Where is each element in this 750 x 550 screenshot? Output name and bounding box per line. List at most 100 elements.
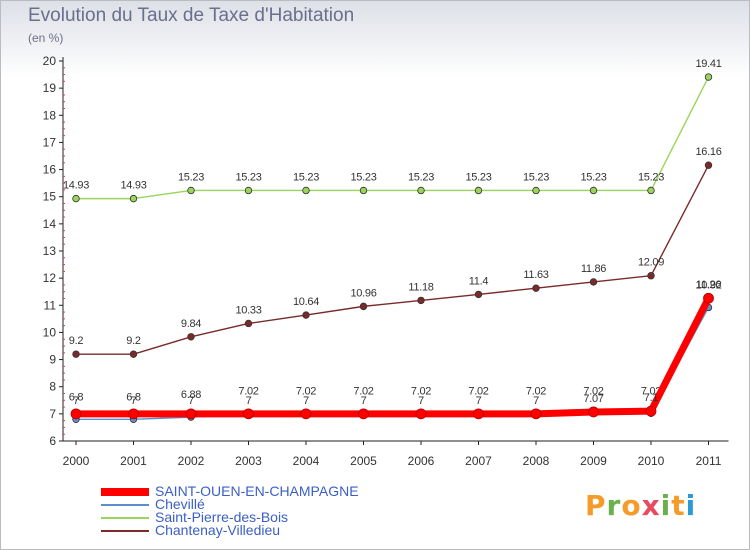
data-label: 15.23 (408, 171, 434, 183)
data-label: 15.23 (293, 171, 319, 183)
x-tick-label: 2004 (293, 454, 320, 468)
data-point (588, 406, 599, 418)
y-tick-label: 20 (43, 54, 57, 68)
data-label: 15.23 (178, 171, 204, 183)
data-label: 15.23 (350, 171, 376, 183)
y-tick-label: 13 (43, 244, 57, 258)
data-point (359, 186, 368, 195)
y-tick-label: 17 (43, 135, 57, 149)
data-point (417, 186, 425, 195)
data-label: 7 (188, 395, 194, 407)
series-line (75, 164, 710, 355)
data-point (530, 408, 542, 420)
x-tick-label: 2005 (350, 454, 377, 468)
x-tick-label: 2000 (63, 454, 90, 468)
data-label: 11.4 (469, 275, 489, 287)
data-point (532, 186, 540, 195)
data-point (129, 194, 138, 203)
legend-swatch (101, 516, 149, 519)
logo-letter: t (671, 489, 686, 522)
data-label: 7 (246, 395, 252, 407)
y-tick-label: 10 (43, 325, 57, 339)
y-tick-label: 14 (43, 217, 57, 231)
data-point (244, 186, 253, 195)
data-label: 19.41 (695, 58, 721, 70)
data-point (474, 290, 483, 299)
data-point (243, 408, 254, 420)
legend-label: Chantenay-Villedieu (155, 522, 281, 538)
x-tick-label: 2008 (523, 454, 550, 468)
y-tick-label: 6 (49, 434, 56, 448)
data-point (300, 408, 312, 420)
data-point (703, 292, 714, 304)
logo-letter: i (660, 489, 672, 522)
data-label: 12.09 (638, 257, 664, 269)
logo-letter: x (641, 489, 661, 522)
x-tick-label: 2009 (580, 454, 607, 468)
data-label: 6.8 (69, 391, 84, 403)
y-tick-label: 15 (43, 190, 57, 204)
data-label: 7.07 (583, 393, 603, 405)
data-label: 7 (303, 395, 309, 407)
data-label: 14.93 (63, 180, 89, 192)
data-point (473, 408, 484, 420)
data-point (417, 296, 425, 305)
data-point (589, 186, 598, 195)
x-tick-label: 2010 (638, 454, 665, 468)
data-point (185, 408, 197, 420)
data-label: 11.86 (581, 263, 606, 275)
data-label: 11.63 (523, 269, 548, 281)
logo-letter: P (585, 489, 607, 522)
data-point (474, 186, 483, 195)
data-label: 15.23 (465, 171, 491, 183)
y-tick-label: 11 (44, 298, 57, 312)
legend-label: Chevillé (155, 496, 205, 512)
legend-label: SAINT-OUEN-EN-CHAMPAGNE (155, 483, 359, 499)
data-point (244, 319, 253, 328)
data-label: 11.26 (696, 279, 721, 291)
data-point (704, 161, 713, 169)
data-label: 7.02 (353, 385, 373, 397)
x-tick-label: 2007 (465, 454, 492, 468)
data-label: 9.84 (181, 318, 201, 330)
y-tick-label: 9 (49, 353, 56, 367)
data-point (302, 311, 310, 319)
data-label: 7.02 (468, 385, 488, 397)
data-point (359, 302, 368, 311)
data-label: 7.02 (526, 385, 546, 397)
y-tick-label: 12 (43, 271, 57, 285)
data-label: 7 (476, 395, 482, 407)
y-tick-label: 8 (49, 380, 56, 394)
data-point (187, 333, 195, 341)
series-line (75, 76, 710, 200)
data-label: 7 (131, 395, 137, 407)
data-label: 10.64 (293, 296, 319, 308)
y-tick-label: 18 (43, 108, 57, 122)
data-label: 7 (418, 395, 424, 407)
y-tick-label: 19 (43, 81, 57, 95)
data-label: 6.88 (181, 389, 201, 401)
data-point (302, 186, 310, 195)
series-line (75, 306, 710, 420)
data-point (358, 408, 369, 420)
data-label: 7 (533, 395, 539, 407)
data-point (532, 284, 540, 292)
legend-swatch (101, 487, 149, 496)
data-label: 7.1 (644, 392, 659, 404)
data-point (187, 186, 195, 195)
series-line (72, 294, 712, 418)
data-label: 7.02 (296, 385, 316, 397)
data-label: 11.18 (408, 281, 433, 293)
data-point (645, 405, 657, 417)
data-point (415, 408, 427, 420)
data-point (70, 408, 82, 420)
data-point (129, 350, 138, 358)
data-label: 10.92 (695, 279, 721, 291)
chart-title: Evolution du Taux de Taxe d'Habitation (28, 5, 355, 26)
data-label: 7.02 (411, 385, 431, 397)
data-label: 10.33 (235, 304, 261, 316)
data-label: 9.2 (126, 335, 141, 347)
y-tick-label: 16 (43, 163, 57, 177)
data-label: 9.2 (69, 335, 84, 347)
